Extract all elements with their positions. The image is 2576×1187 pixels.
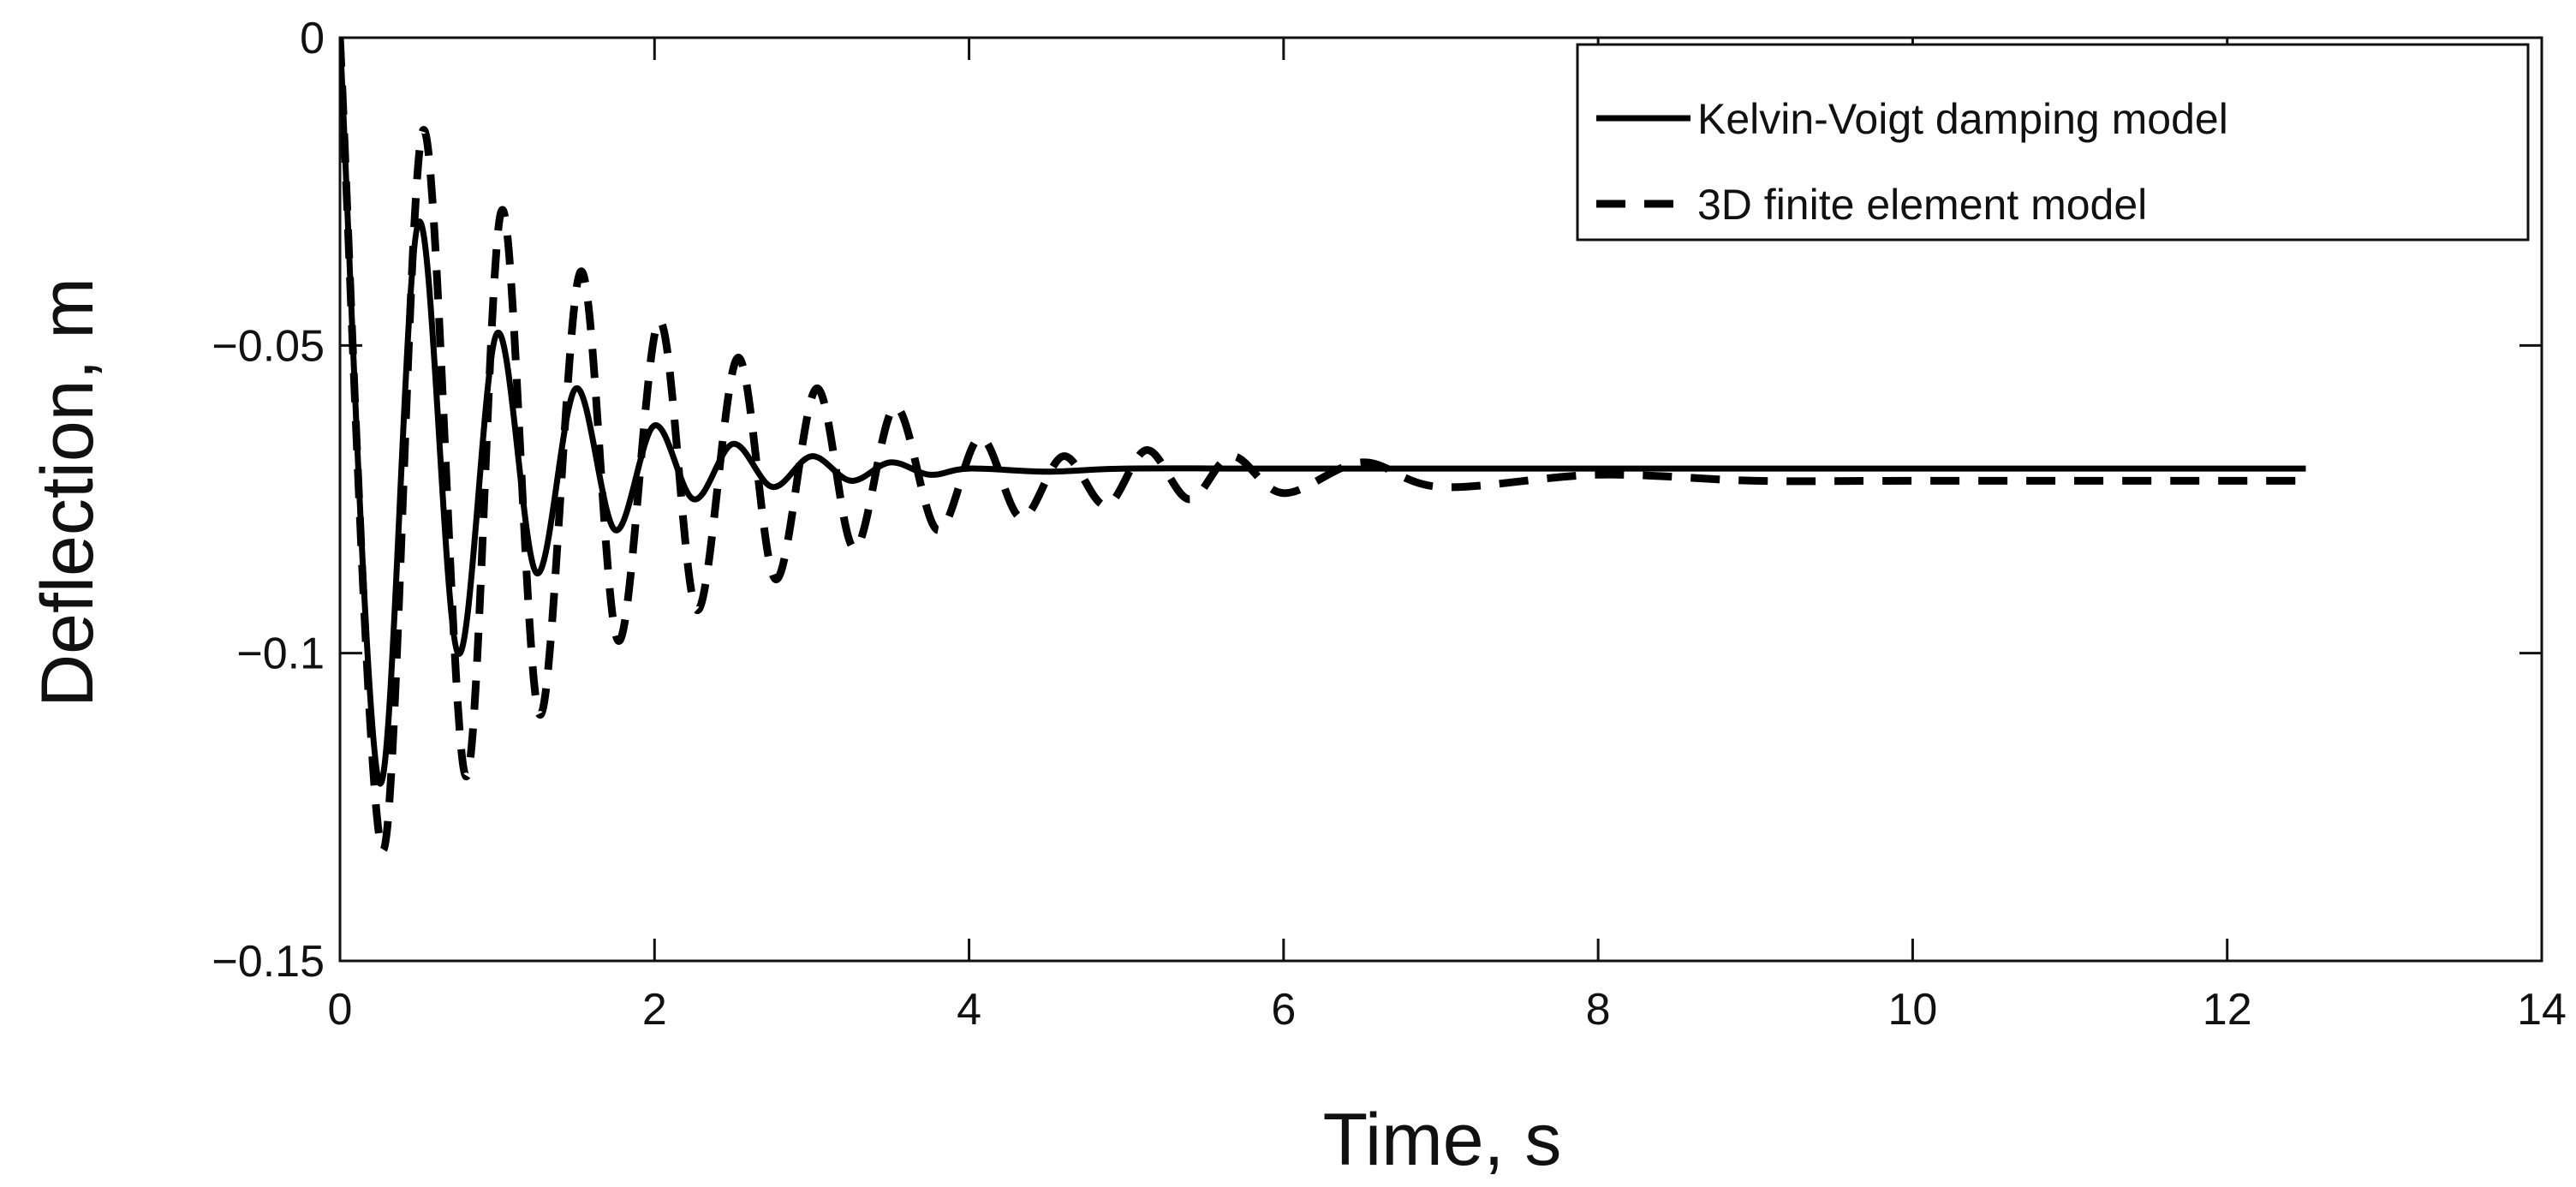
legend-box bbox=[1576, 43, 2530, 242]
x-tick-label: 0 bbox=[328, 985, 353, 1035]
x-tick-label: 14 bbox=[2517, 985, 2567, 1035]
y-tick-label: −0.15 bbox=[212, 937, 325, 987]
x-tick-label: 2 bbox=[642, 985, 667, 1035]
y-tick-label: −0.1 bbox=[236, 629, 325, 679]
series-line-fe-model bbox=[340, 38, 2306, 855]
legend-label: Kelvin-Voigt damping model bbox=[1697, 95, 2228, 143]
x-tick-label: 8 bbox=[1586, 985, 1611, 1035]
x-axis-label: Time, s bbox=[1323, 1099, 1562, 1181]
legend-label: 3D finite element model bbox=[1697, 181, 2147, 229]
x-tick-label: 6 bbox=[1271, 985, 1296, 1035]
y-tick-label: −0.05 bbox=[212, 321, 325, 371]
x-tick-label: 10 bbox=[1888, 985, 1938, 1035]
series-layer bbox=[340, 38, 2306, 855]
x-tick-label: 12 bbox=[2203, 985, 2252, 1035]
y-axis-label: Deflection, m bbox=[27, 277, 109, 707]
y-tick-label: 0 bbox=[300, 14, 325, 63]
series-line-kelvin-voigt bbox=[340, 38, 2306, 787]
x-tick-label: 4 bbox=[957, 985, 981, 1035]
legend: Kelvin-Voigt damping model 3D finite elem… bbox=[1576, 43, 2530, 242]
axis-ticks: 0 2 4 6 8 10 12 14 0 −0.05 −0.1 −0.15 bbox=[212, 14, 2567, 1035]
